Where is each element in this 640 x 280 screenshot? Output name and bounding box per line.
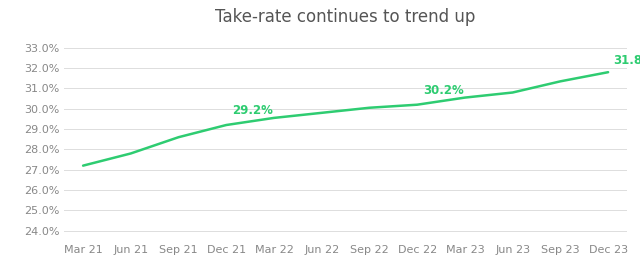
Text: 29.2%: 29.2% [232,104,273,117]
Title: Take-rate continues to trend up: Take-rate continues to trend up [216,8,476,27]
Text: 30.2%: 30.2% [423,83,463,97]
Text: 31.8%: 31.8% [613,54,640,67]
